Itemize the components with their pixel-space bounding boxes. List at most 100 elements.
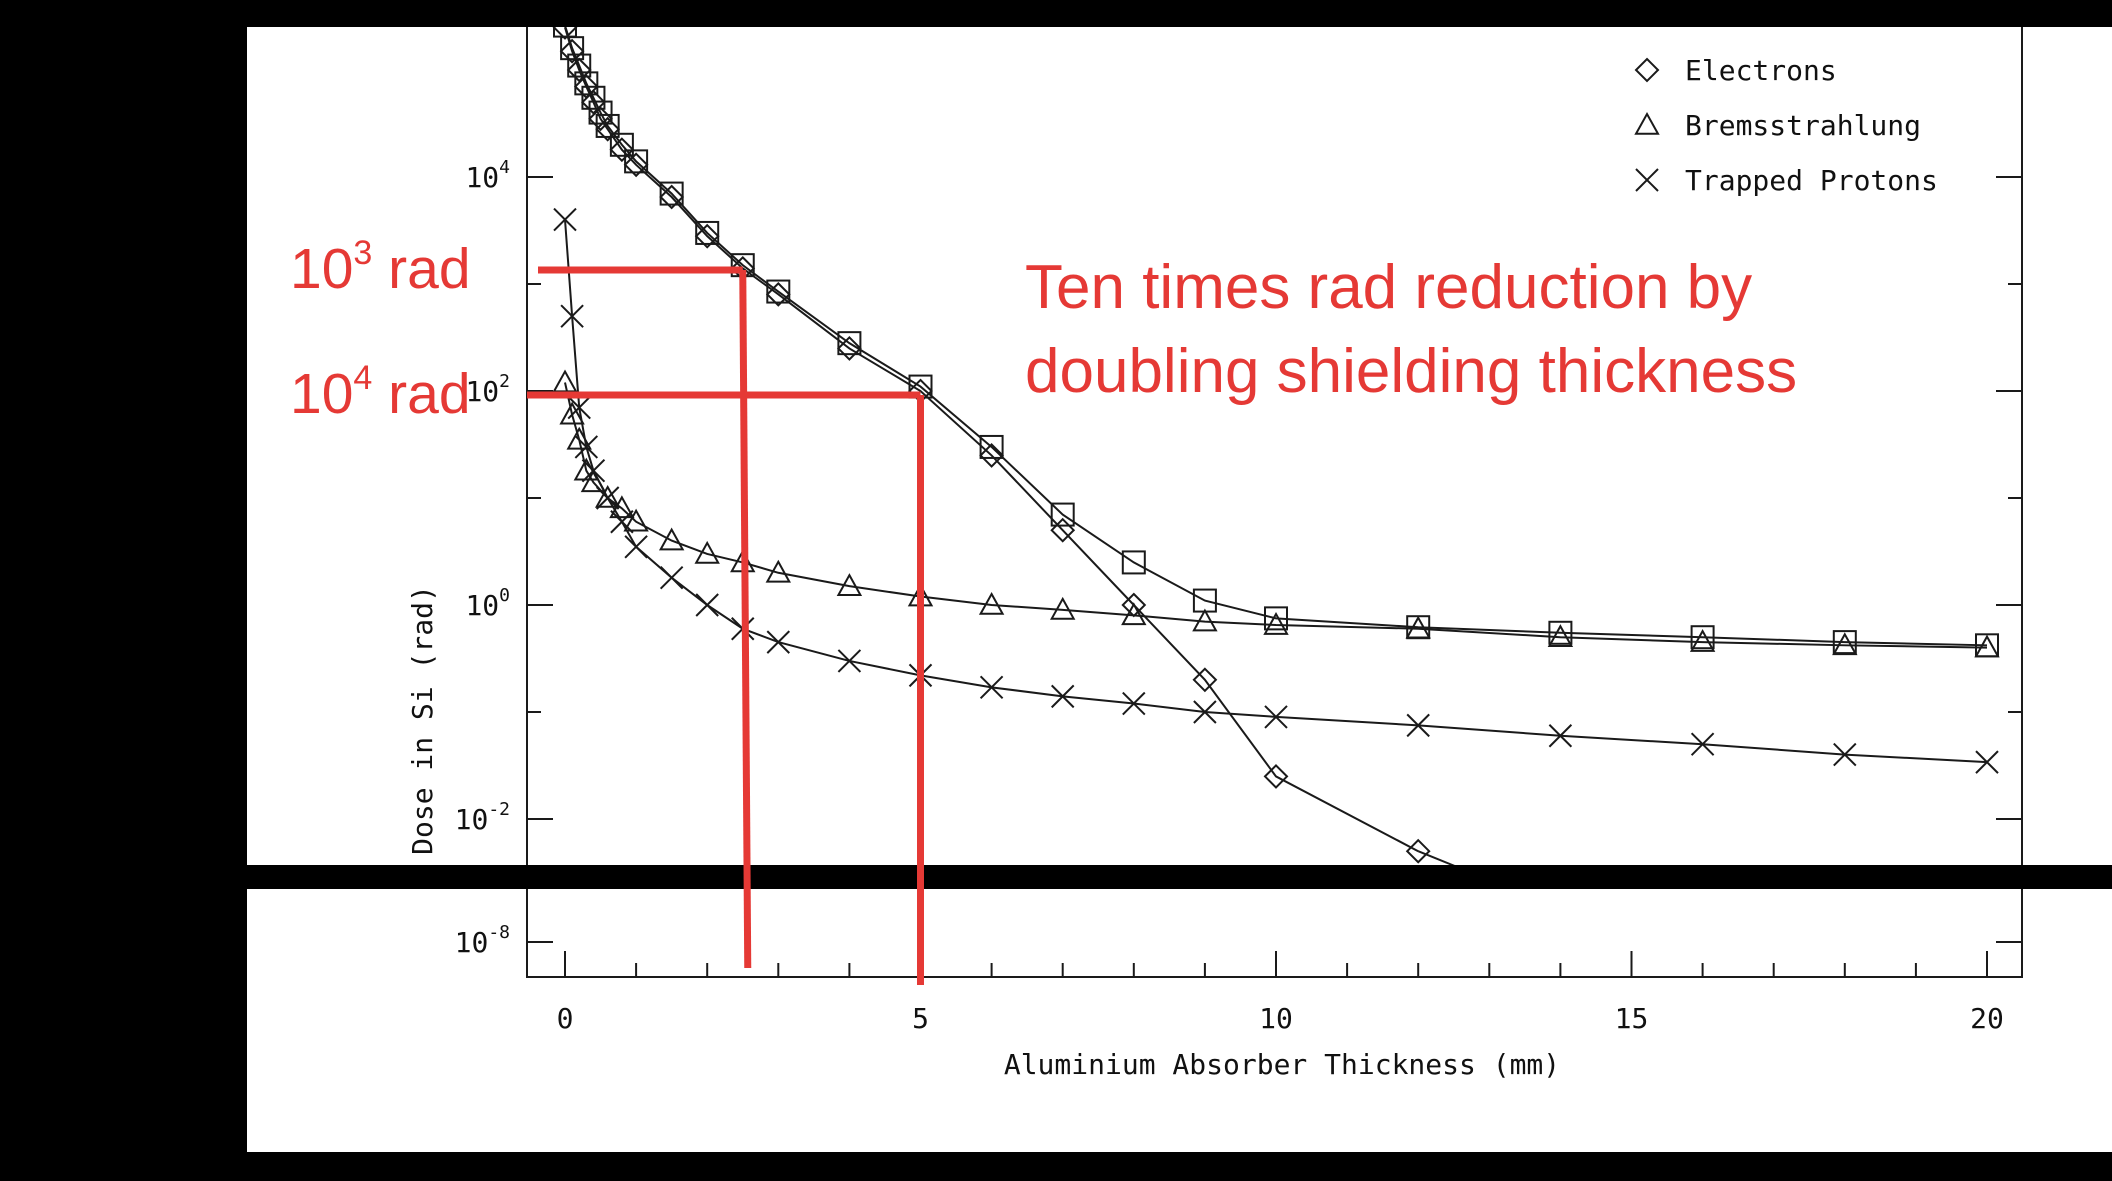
point-bremsstrahlung: [623, 508, 649, 532]
point-total: [1548, 620, 1573, 645]
point-electrons: [694, 223, 720, 249]
figure-panel: [247, 0, 2112, 1152]
point-electrons: [659, 184, 685, 210]
point-total: [609, 132, 634, 157]
point-total: [695, 220, 720, 245]
point-trapped-protons: [695, 593, 719, 617]
point-total: [1690, 625, 1715, 650]
point-trapped-protons: [560, 304, 584, 328]
point-total: [595, 113, 620, 138]
point-trapped-protons: [766, 630, 791, 654]
y-tick-label: 100: [465, 585, 510, 622]
point-total: [1406, 615, 1431, 640]
point-bremsstrahlung: [1547, 624, 1574, 648]
point-electrons: [566, 57, 592, 83]
point-trapped-protons: [553, 207, 577, 232]
top-occluder-bar: [247, 0, 2112, 27]
x-stroke: [574, 435, 599, 459]
annotation-note-line-2: doubling shielding thickness: [1025, 337, 1797, 406]
point-trapped-protons: [581, 458, 606, 483]
point-total: [1121, 550, 1146, 575]
point-trapped-protons: [1975, 750, 1999, 774]
x-stroke: [659, 565, 684, 590]
point-bremsstrahlung: [978, 591, 1005, 615]
point-bremsstrahlung: [1832, 632, 1858, 656]
x-stroke: [1264, 705, 1288, 729]
point-electrons: [559, 38, 585, 64]
point-bremsstrahlung: [694, 540, 720, 564]
legend-marker-bremsstrahlung: [1634, 111, 1660, 135]
point-trapped-protons: [659, 565, 684, 590]
point-bremsstrahlung: [1689, 629, 1716, 652]
annotation-label-a: 103 rad: [290, 234, 471, 301]
point-bremsstrahlung: [594, 484, 621, 508]
x-stroke: [567, 395, 591, 420]
y-tick-label: 102: [465, 371, 510, 408]
point-electrons: [581, 89, 606, 115]
point-trapped-protons: [1833, 742, 1857, 767]
x-stroke: [766, 630, 791, 654]
point-total: [1050, 502, 1075, 527]
point-bremsstrahlung: [1263, 611, 1289, 635]
y-tick-label: 104: [465, 157, 510, 194]
point-electrons: [1263, 764, 1289, 789]
guide-vertical-a: [739, 269, 752, 969]
point-bremsstrahlung: [836, 573, 863, 596]
point-bremsstrahlung: [1121, 602, 1147, 626]
x-tick-label: 10: [1259, 1002, 1293, 1035]
annotation-label-b: 104 rad: [290, 359, 471, 426]
y-tick-label: 10-8: [455, 922, 510, 959]
point-trapped-protons: [1264, 705, 1288, 729]
x-stroke: [560, 304, 584, 328]
point-total: [624, 149, 649, 174]
point-bremsstrahlung: [559, 401, 585, 425]
point-trapped-protons: [1548, 724, 1573, 748]
point-bremsstrahlung: [552, 369, 578, 393]
y-tick-label: 10-2: [455, 799, 510, 836]
x-stroke: [837, 649, 862, 673]
point-total: [979, 434, 1004, 459]
point-trapped-protons: [1050, 684, 1075, 709]
point-bremsstrahlung: [1050, 596, 1076, 620]
x-tick-label: 5: [912, 1002, 929, 1035]
legend-marker-electrons: [1634, 57, 1660, 83]
x-stroke: [581, 458, 606, 483]
legend-label-trapped-protons: Trapped Protons: [1685, 164, 1938, 197]
point-electrons: [836, 336, 862, 361]
point-bremsstrahlung: [765, 559, 791, 583]
series-line-trapped-protons: [564, 219, 1988, 764]
x-stroke: [610, 510, 634, 534]
point-total: [588, 100, 613, 125]
point-electrons: [765, 281, 791, 307]
point-electrons: [595, 116, 621, 142]
x-stroke: [1193, 700, 1217, 724]
annotation-overlay: 103 rad 104 rad Ten times rad reduction …: [290, 234, 1797, 985]
x-stroke: [1635, 168, 1659, 192]
x-stroke: [979, 675, 1004, 700]
series-line-total: [564, 27, 1988, 647]
point-total: [1264, 606, 1288, 631]
point-electrons: [623, 152, 649, 178]
mid-occluder-bar: [247, 865, 2112, 889]
point-trapped-protons: [595, 486, 620, 510]
x-stroke: [553, 207, 577, 232]
legend-label-bremsstrahlung: Bremsstrahlung: [1685, 109, 1921, 142]
point-electrons: [1192, 667, 1218, 693]
point-trapped-protons: [837, 649, 862, 673]
point-electrons: [1405, 838, 1431, 864]
x-tick-label: 15: [1615, 1002, 1649, 1035]
series-line-electrons: [564, 27, 1419, 853]
point-electrons: [979, 443, 1005, 468]
point-trapped-protons: [1406, 713, 1430, 738]
point-total: [1832, 630, 1857, 655]
legend-label-electrons: Electrons: [1685, 54, 1837, 87]
point-total: [560, 36, 585, 61]
point-trapped-protons: [1122, 691, 1146, 716]
series-trapped-protons: [553, 207, 1999, 774]
x-stroke: [595, 486, 620, 510]
point-total: [1192, 588, 1217, 613]
point-total: [659, 181, 684, 206]
x-stroke: [624, 535, 648, 559]
